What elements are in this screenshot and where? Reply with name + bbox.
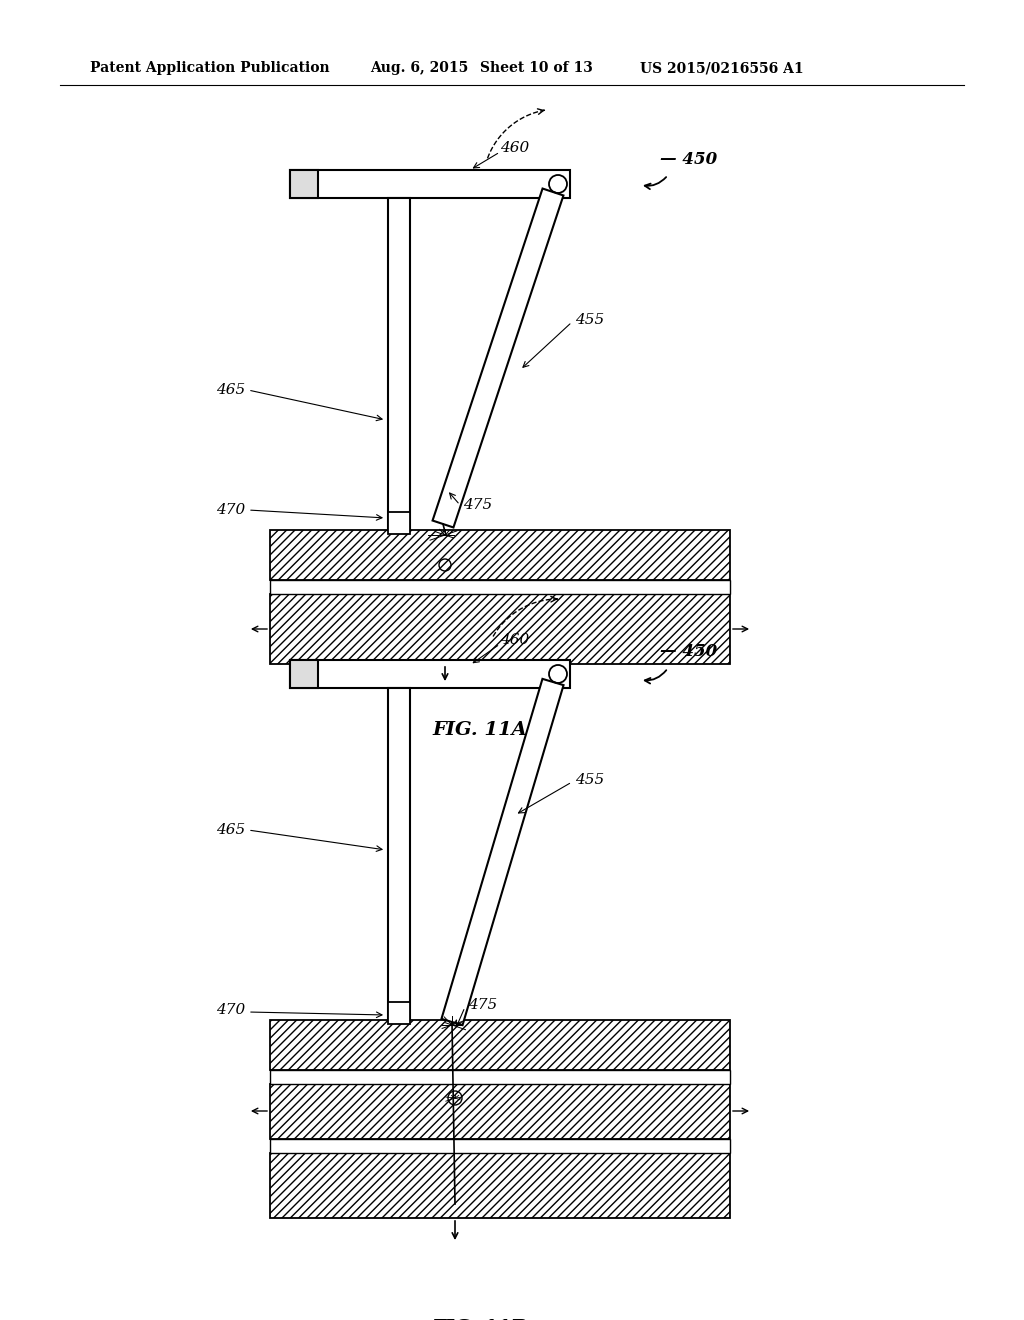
Polygon shape [432,189,563,528]
Bar [388,1002,410,1024]
Bar [270,1071,730,1084]
Text: 470: 470 [216,503,245,517]
Bar [270,1084,730,1139]
Bar [388,512,410,535]
Text: 460: 460 [500,141,529,154]
Bar [290,660,570,688]
Text: Sheet 10 of 13: Sheet 10 of 13 [480,61,593,75]
Bar [290,170,570,198]
Text: — 450: — 450 [660,644,717,660]
Bar [290,660,318,688]
Text: — 450: — 450 [660,152,717,169]
Bar [270,531,730,579]
Text: 470: 470 [216,1003,245,1016]
Text: 460: 460 [500,634,529,647]
Bar [270,1020,730,1071]
Text: 475: 475 [463,498,493,512]
Text: Aug. 6, 2015: Aug. 6, 2015 [370,61,468,75]
Bar [270,579,730,594]
Polygon shape [441,678,563,1026]
Text: 475: 475 [468,998,498,1012]
Bar [290,170,318,198]
Bar [270,1152,730,1218]
Bar [388,688,410,1020]
Bar [270,594,730,664]
Text: US 2015/0216556 A1: US 2015/0216556 A1 [640,61,804,75]
Text: 465: 465 [216,383,245,397]
Text: 455: 455 [575,313,604,327]
Text: FIG. 11A: FIG. 11A [432,721,527,739]
Bar [270,1139,730,1152]
Bar [388,198,410,531]
Text: 455: 455 [575,774,604,787]
Text: Patent Application Publication: Patent Application Publication [90,61,330,75]
Text: 465: 465 [216,822,245,837]
